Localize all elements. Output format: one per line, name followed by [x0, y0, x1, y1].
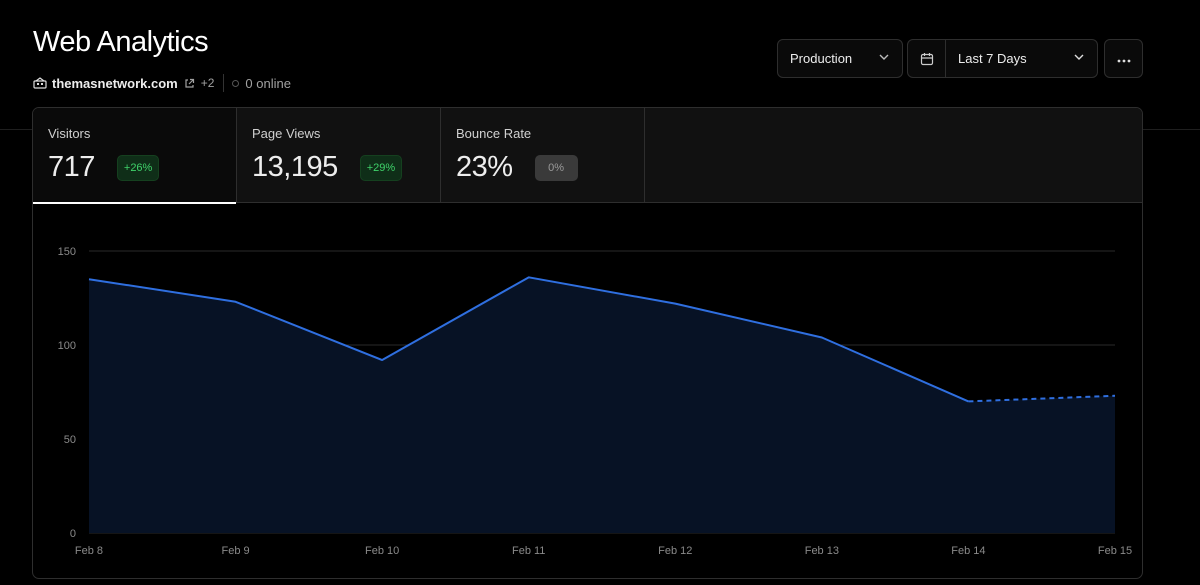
metric-value: 23% — [456, 151, 513, 183]
site-name-link[interactable]: themasnetwork.com — [52, 75, 178, 91]
metric-label: Page Views — [252, 126, 321, 141]
metric-tabs: Visitors 717 +26% Page Views 13,195 +29%… — [33, 108, 1142, 204]
more-horizontal-icon — [1117, 51, 1131, 66]
x-tick-label: Feb 8 — [75, 545, 103, 557]
y-tick-label: 100 — [58, 340, 76, 352]
tab-visitors[interactable]: Visitors 717 +26% — [33, 108, 237, 204]
metric-label: Bounce Rate — [456, 126, 532, 141]
x-tick-label: Feb 13 — [805, 545, 839, 557]
page-title: Web Analytics — [33, 26, 209, 58]
divider — [223, 74, 225, 92]
x-tick-label: Feb 10 — [365, 545, 399, 557]
change-badge: +29% — [359, 154, 403, 181]
visitors-chart: 0 50 100 150 Feb 8 Feb 9 Feb 10 Feb 11 Feb 12 Feb… — [58, 246, 1132, 557]
series-line-projected — [968, 394, 1116, 403]
y-tick-label: 50 — [64, 434, 76, 446]
chevron-down-icon — [1073, 51, 1085, 66]
calendar-icon[interactable] — [908, 40, 946, 77]
y-tick-label: 150 — [58, 246, 76, 258]
metric-value: 13,195 — [252, 151, 338, 183]
metric-value: 717 — [48, 151, 95, 183]
x-tick-label: Feb 11 — [512, 545, 545, 557]
more-options-button[interactable] — [1104, 39, 1143, 78]
x-tick-label: Feb 14 — [951, 545, 985, 557]
tab-page-views[interactable]: Page Views 13,195 +29% — [237, 108, 441, 203]
external-link-icon[interactable] — [184, 78, 195, 89]
change-badge: +26% — [116, 154, 160, 181]
analytics-panel: Visitors 717 +26% Page Views 13,195 +29%… — [32, 107, 1143, 579]
environment-label: Production — [790, 51, 853, 66]
y-tick-label: 0 — [70, 528, 76, 540]
online-count: 0 online — [245, 75, 291, 91]
environment-select[interactable]: Production — [777, 39, 903, 78]
date-range-select[interactable]: Last 7 Days — [907, 39, 1098, 78]
chevron-down-icon — [878, 51, 890, 66]
site-info: themasnetwork.com +2 0 online — [33, 74, 291, 92]
tab-bounce-rate[interactable]: Bounce Rate 23% 0% — [441, 108, 645, 203]
series-line — [88, 276, 969, 403]
x-tick-label: Feb 9 — [222, 545, 250, 557]
change-badge: 0% — [534, 154, 578, 181]
site-logo-icon — [33, 77, 47, 89]
x-tick-label: Feb 15 — [1098, 545, 1132, 557]
metric-label: Visitors — [48, 126, 91, 141]
extra-sites-count[interactable]: +2 — [200, 76, 215, 90]
date-range-label: Last 7 Days — [958, 51, 1027, 66]
area-fill — [89, 277, 1115, 533]
x-tick-label: Feb 12 — [658, 545, 692, 557]
online-status-dot — [232, 79, 240, 87]
